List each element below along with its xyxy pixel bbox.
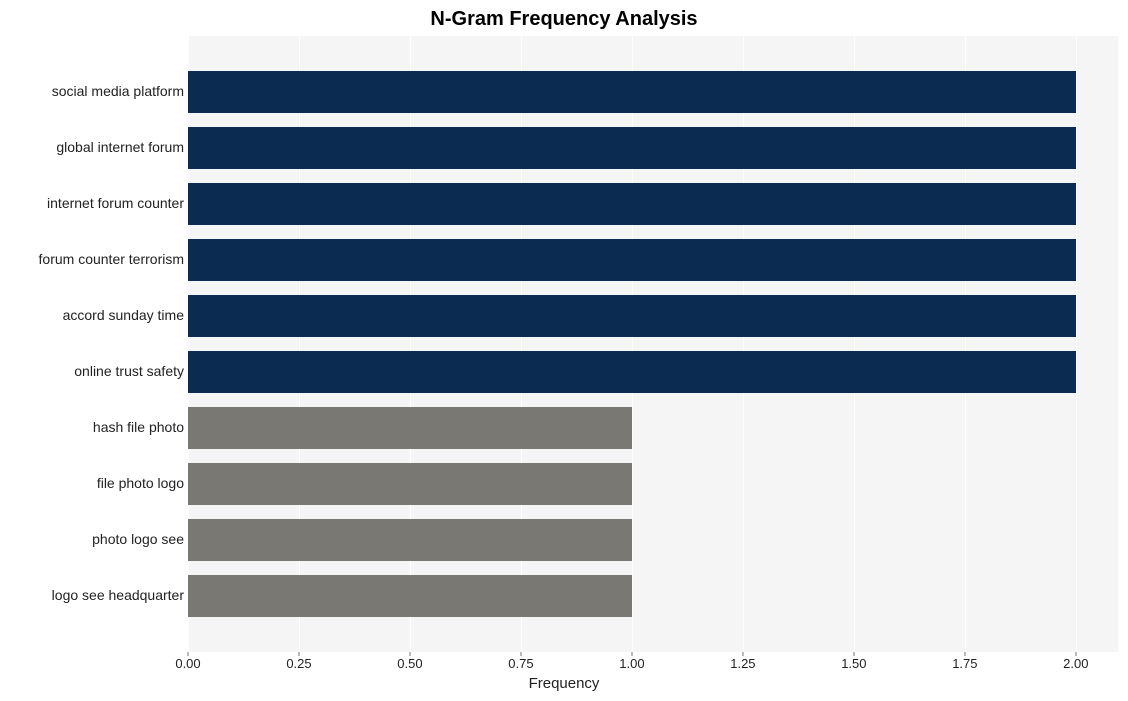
x-tick-label: 0.50 xyxy=(397,656,422,671)
x-tick-label: 0.00 xyxy=(175,656,200,671)
y-tick-label: accord sunday time xyxy=(0,307,184,323)
x-tick-label: 2.00 xyxy=(1063,656,1088,671)
x-tick-label: 1.75 xyxy=(952,656,977,671)
bar xyxy=(188,183,1076,225)
x-tick-mark xyxy=(631,652,632,656)
bar xyxy=(188,351,1076,393)
bar xyxy=(188,463,632,505)
plot-area xyxy=(188,36,1118,652)
y-tick-label: file photo logo xyxy=(0,475,184,491)
y-tick-label: online trust safety xyxy=(0,363,184,379)
x-tick-label: 0.75 xyxy=(508,656,533,671)
x-tick-mark xyxy=(1075,652,1076,656)
bar xyxy=(188,407,632,449)
bar xyxy=(188,127,1076,169)
x-gridline xyxy=(1076,36,1077,652)
x-tick-mark xyxy=(298,652,299,656)
x-tick-mark xyxy=(742,652,743,656)
y-tick-label: global internet forum xyxy=(0,139,184,155)
y-tick-label: forum counter terrorism xyxy=(0,251,184,267)
bar xyxy=(188,295,1076,337)
x-tick-mark xyxy=(853,652,854,656)
chart-title: N-Gram Frequency Analysis xyxy=(0,8,1128,31)
bar xyxy=(188,239,1076,281)
x-tick-label: 1.25 xyxy=(730,656,755,671)
ngram-chart: N-Gram Frequency Analysis Frequency soci… xyxy=(0,0,1128,701)
y-tick-label: social media platform xyxy=(0,83,184,99)
bar xyxy=(188,71,1076,113)
y-tick-label: logo see headquarter xyxy=(0,587,184,603)
x-tick-label: 1.00 xyxy=(619,656,644,671)
x-tick-mark xyxy=(188,652,189,656)
y-tick-label: internet forum counter xyxy=(0,195,184,211)
x-tick-mark xyxy=(409,652,410,656)
x-tick-label: 1.50 xyxy=(841,656,866,671)
x-tick-label: 0.25 xyxy=(286,656,311,671)
x-axis-title: Frequency xyxy=(0,675,1128,692)
bar xyxy=(188,519,632,561)
x-tick-mark xyxy=(520,652,521,656)
bar xyxy=(188,575,632,617)
y-tick-label: photo logo see xyxy=(0,531,184,547)
x-tick-mark xyxy=(964,652,965,656)
y-tick-label: hash file photo xyxy=(0,419,184,435)
